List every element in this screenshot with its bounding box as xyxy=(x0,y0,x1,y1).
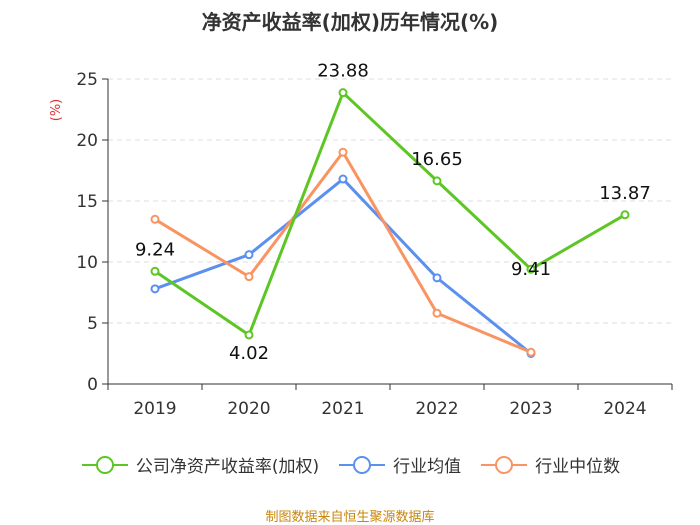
chart-title: 净资产收益率(加权)历年情况(%) xyxy=(201,10,499,34)
series-point-0 xyxy=(526,264,536,274)
legend: 公司净资产收益率(加权) 行业均值 行业中位数 xyxy=(0,452,700,477)
series-point-2 xyxy=(244,272,254,282)
x-tick-label: 2021 xyxy=(321,399,364,419)
series-point-1 xyxy=(338,174,348,184)
series-point-0 xyxy=(338,88,348,98)
legend-label-industry-median: 行业中位数 xyxy=(535,457,621,477)
legend-label-company: 公司净资产收益率(加权) xyxy=(135,457,320,477)
series-point-1 xyxy=(432,273,442,283)
data-label: 4.02 xyxy=(229,343,269,364)
series-point-0 xyxy=(620,210,630,220)
series-point-1 xyxy=(150,284,160,294)
legend-item-company[interactable]: 公司净资产收益率(加权) xyxy=(80,452,319,477)
data-label: 23.88 xyxy=(317,61,369,82)
legend-marker-company xyxy=(81,455,128,474)
source-note: 制图数据来自恒生聚源数据库 xyxy=(265,510,435,525)
y-tick-label: 5 xyxy=(87,314,98,334)
legend-marker-industry-median xyxy=(481,455,528,474)
y-tick-label: 15 xyxy=(76,192,98,212)
y-axis-label: (%) xyxy=(49,99,64,122)
series-point-2 xyxy=(432,308,442,318)
series-point-2 xyxy=(150,214,160,224)
x-tick-label: 2019 xyxy=(133,399,176,419)
series-point-2 xyxy=(526,347,536,357)
y-tick-label: 10 xyxy=(76,253,98,273)
data-label: 13.87 xyxy=(599,183,651,204)
legend-marker-industry-mean xyxy=(339,455,386,474)
series-point-0 xyxy=(150,266,160,276)
axes: 0 5 10 15 20 25 (%) 2019 2020 2021 2022 2023 2024 xyxy=(49,70,673,419)
x-tick-label: 2023 xyxy=(509,399,552,419)
y-tick-label: 20 xyxy=(76,131,98,151)
series-point-0 xyxy=(432,176,442,186)
legend-label-industry-mean: 行业均值 xyxy=(393,457,462,477)
x-tick-label: 2022 xyxy=(415,399,458,419)
y-tick-label: 0 xyxy=(87,375,98,395)
data-label: 16.65 xyxy=(411,149,463,170)
legend-item-industry-mean[interactable]: 行业均值 xyxy=(337,452,461,477)
data-label: 9.24 xyxy=(135,239,175,260)
series-lines xyxy=(150,88,630,358)
series-point-1 xyxy=(244,250,254,260)
series-point-2 xyxy=(338,147,348,157)
data-labels: 9.24 4.02 23.88 16.65 9.41 13.87 xyxy=(135,61,651,364)
legend-item-industry-median[interactable]: 行业中位数 xyxy=(479,452,620,477)
y-tick-label: 25 xyxy=(76,70,98,90)
series-line-0 xyxy=(154,91,626,337)
series-point-0 xyxy=(244,330,254,340)
grid-lines xyxy=(108,78,672,324)
x-tick-label: 2020 xyxy=(227,399,270,419)
data-label: 9.41 xyxy=(511,259,551,280)
x-tick-label: 2024 xyxy=(603,399,646,419)
